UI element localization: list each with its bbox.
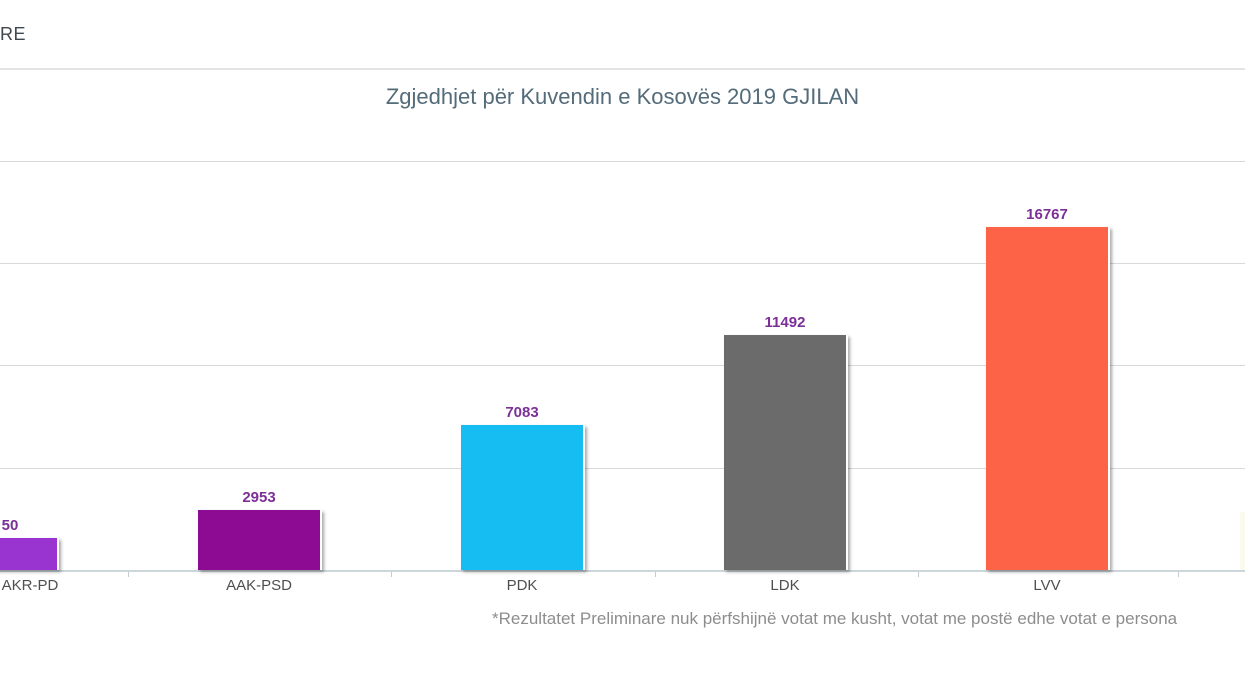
gridline-15000: [0, 263, 1245, 265]
x-axis-tick-4: [1178, 572, 1179, 577]
gridline-10000: [0, 365, 1245, 367]
category-label-akr-pd: AKR-PD: [1, 577, 59, 594]
bar-aak-psd[interactable]: [198, 510, 322, 570]
x-axis-tick-2: [655, 572, 656, 577]
category-label-pdk: PDK: [506, 577, 538, 594]
value-label-lvv: 16767: [1026, 206, 1068, 223]
bar-lvv[interactable]: [986, 227, 1110, 570]
bar-ldk[interactable]: [724, 335, 848, 570]
footnote-text: *Rezultatet Preliminare nuk përfshijnë v…: [492, 609, 1178, 628]
bar-pdk[interactable]: [461, 425, 585, 570]
x-axis-line: [0, 570, 1245, 572]
partial-next-bar-edge: [1238, 512, 1245, 570]
header-partial-text: RE: [0, 24, 27, 44]
category-label-aak-psd: AAK-PSD: [226, 577, 292, 594]
chart-title: Zgjedhjet për Kuvendin e Kosovës 2019 GJ…: [385, 84, 860, 109]
value-label-pdk: 7083: [505, 404, 539, 421]
gridline-5000: [0, 467, 1245, 469]
category-label-lvv: LVV: [1033, 577, 1061, 594]
value-label-ldk: 11492: [764, 314, 806, 331]
x-axis-tick-3: [918, 572, 919, 577]
bar-akr-pd[interactable]: [0, 538, 59, 570]
category-label-ldk: LDK: [770, 577, 800, 594]
x-axis-tick-1: [391, 572, 392, 577]
gridline-20000: [0, 160, 1245, 162]
header-separator-line: [0, 68, 1245, 70]
x-axis-tick-0: [128, 572, 129, 577]
value-label-aak-psd: 2953: [242, 489, 276, 506]
value-label-akr-pd: 50: [1, 517, 19, 534]
